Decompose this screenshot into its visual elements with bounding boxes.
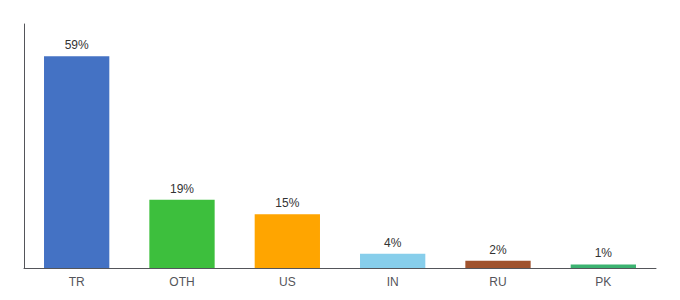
- svg-text:1%: 1%: [595, 246, 613, 260]
- svg-text:2%: 2%: [489, 243, 507, 257]
- svg-text:15%: 15%: [275, 196, 299, 210]
- svg-text:19%: 19%: [170, 182, 194, 196]
- svg-text:US: US: [279, 275, 296, 289]
- svg-text:4%: 4%: [384, 236, 402, 250]
- svg-text:TR: TR: [69, 275, 85, 289]
- svg-text:59%: 59%: [65, 38, 89, 52]
- svg-text:RU: RU: [489, 275, 506, 289]
- svg-text:PK: PK: [595, 275, 611, 289]
- svg-text:OTH: OTH: [169, 275, 194, 289]
- svg-text:IN: IN: [387, 275, 399, 289]
